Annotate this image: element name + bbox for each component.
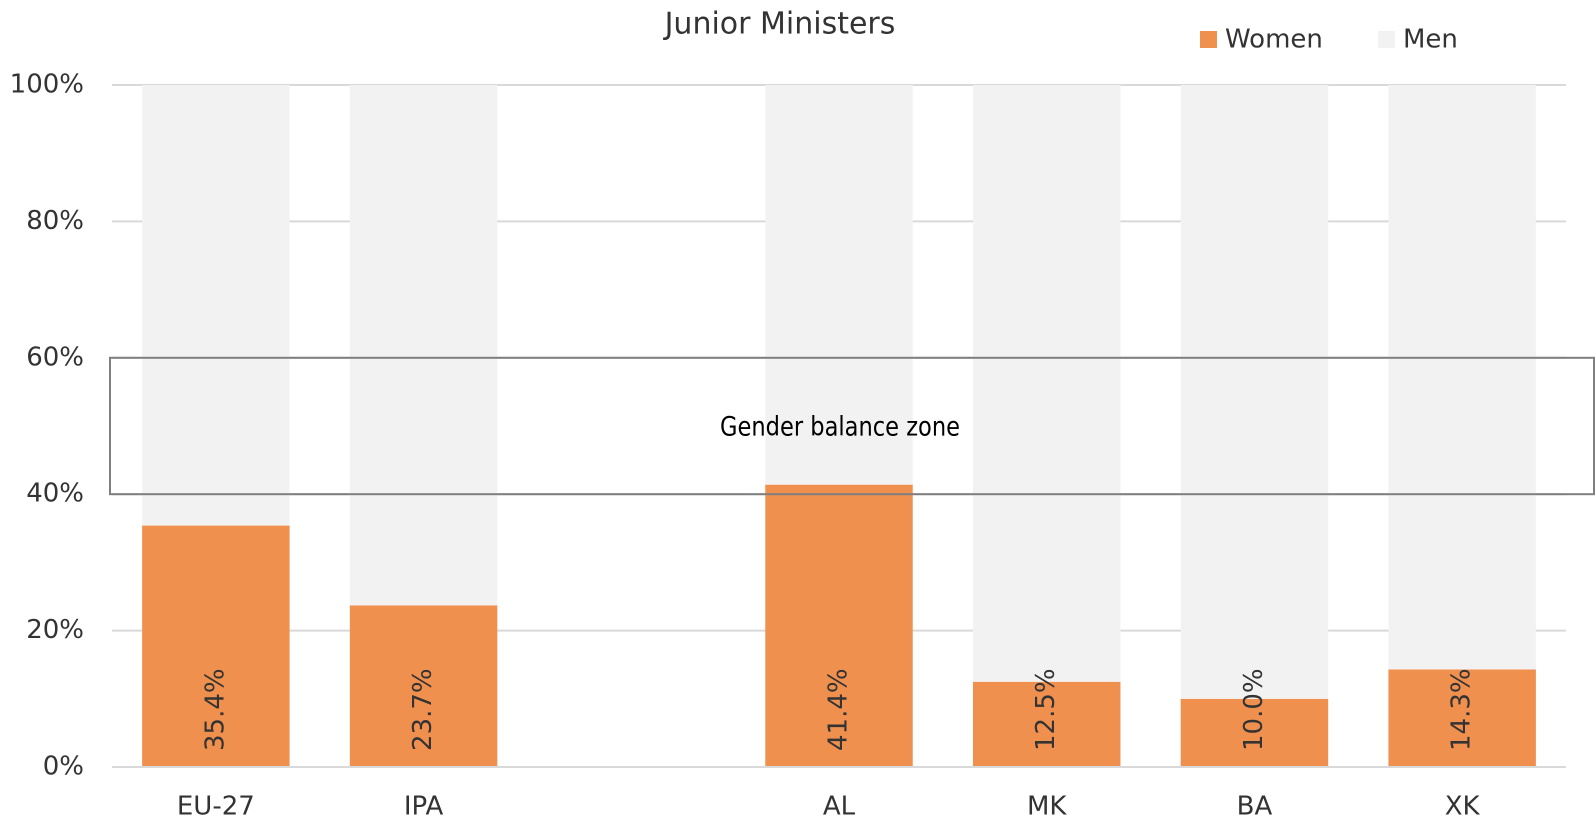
bar-segment bbox=[349, 85, 498, 606]
bar-segment bbox=[1180, 698, 1329, 767]
data-label: 12.5% bbox=[1031, 668, 1061, 751]
bar-segment bbox=[349, 605, 498, 767]
bar-segment bbox=[765, 484, 913, 767]
x-tick-label: MK bbox=[1027, 792, 1067, 822]
legend-label: Women bbox=[1225, 25, 1323, 55]
bar-segment bbox=[1180, 85, 1329, 699]
x-tick-label: AL bbox=[823, 792, 856, 822]
y-tick-label: 60% bbox=[26, 342, 84, 372]
legend-swatch bbox=[1200, 31, 1217, 48]
x-tick-label: EU-27 bbox=[177, 792, 255, 822]
y-tick-label: 100% bbox=[10, 70, 84, 100]
bar-segment bbox=[972, 85, 1121, 682]
bar-segment bbox=[1388, 85, 1536, 670]
y-tick-label: 80% bbox=[26, 206, 84, 236]
data-label: 41.4% bbox=[824, 668, 854, 751]
legend-swatch bbox=[1378, 31, 1395, 48]
chart-title: Junior Ministers bbox=[663, 7, 896, 42]
data-label: 23.7% bbox=[408, 668, 438, 751]
annotation-box bbox=[109, 356, 1595, 496]
bar-segment bbox=[765, 85, 913, 485]
bar-segment bbox=[972, 681, 1121, 767]
y-tick-label: 20% bbox=[26, 615, 84, 645]
data-label: 10.0% bbox=[1239, 668, 1269, 751]
x-tick-label: IPA bbox=[404, 792, 444, 822]
data-label: 14.3% bbox=[1447, 668, 1477, 751]
y-tick-label: 40% bbox=[26, 479, 84, 509]
bar-segment bbox=[142, 525, 290, 767]
x-tick-label: XK bbox=[1445, 792, 1481, 822]
x-tick-label: BA bbox=[1237, 792, 1273, 822]
legend-label: Men bbox=[1403, 25, 1458, 55]
annotation-text: Gender balance zone bbox=[720, 411, 960, 442]
bar-segment bbox=[1388, 669, 1536, 767]
bar-segment bbox=[142, 85, 290, 526]
y-tick-label: 0% bbox=[43, 752, 84, 782]
data-label: 35.4% bbox=[200, 668, 230, 751]
